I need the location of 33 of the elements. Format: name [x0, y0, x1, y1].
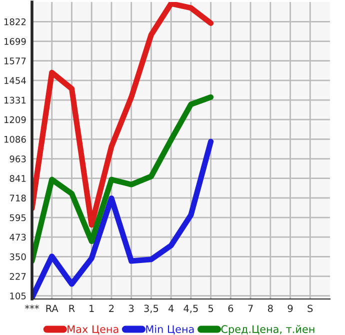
x-tick-label: 9: [288, 304, 293, 312]
x-tick-label: S: [308, 304, 313, 312]
x-tick-label: 4: [168, 304, 174, 312]
x-tick-label: 1: [90, 304, 94, 312]
x-tick-label: 7: [248, 304, 253, 312]
y-tick-label: 105: [10, 292, 26, 300]
y-tick-label: 1209: [4, 116, 26, 124]
x-tick-label: 3: [128, 304, 134, 312]
legend-label: Min Цена: [146, 325, 194, 335]
y-tick-label: 1699: [4, 38, 26, 45]
y-tick-label: 473: [10, 234, 26, 241]
legend-label: Сред.Цена, т.йен: [221, 325, 314, 335]
y-tick-label: 227: [10, 273, 26, 280]
y-tick-label: 841: [10, 175, 26, 182]
legend-label: Max Цена: [68, 325, 118, 335]
x-tick-label: 8: [268, 304, 273, 312]
x-tick-label: R: [69, 304, 75, 312]
x-tick-label: RA: [46, 304, 58, 312]
y-tick-label: 718: [10, 194, 26, 202]
y-tick-label: 1577: [4, 58, 26, 64]
y-tick-label: 1822: [4, 18, 26, 26]
x-tick-label: 6: [228, 304, 234, 312]
x-tick-label: 3,5: [144, 304, 158, 314]
y-tick-label: 1086: [4, 136, 26, 143]
y-tick-label: 1331: [4, 96, 26, 104]
y-tick-label: 350: [10, 253, 26, 260]
x-tick-label: ***: [25, 304, 39, 310]
y-tick-label: 595: [10, 214, 26, 222]
x-tick-label: 2: [109, 304, 114, 312]
y-tick-label: 963: [10, 156, 26, 162]
x-tick-label: 5: [208, 304, 214, 312]
y-tick-label: 1454: [4, 77, 26, 84]
x-tick-label: 4,5: [184, 304, 198, 314]
